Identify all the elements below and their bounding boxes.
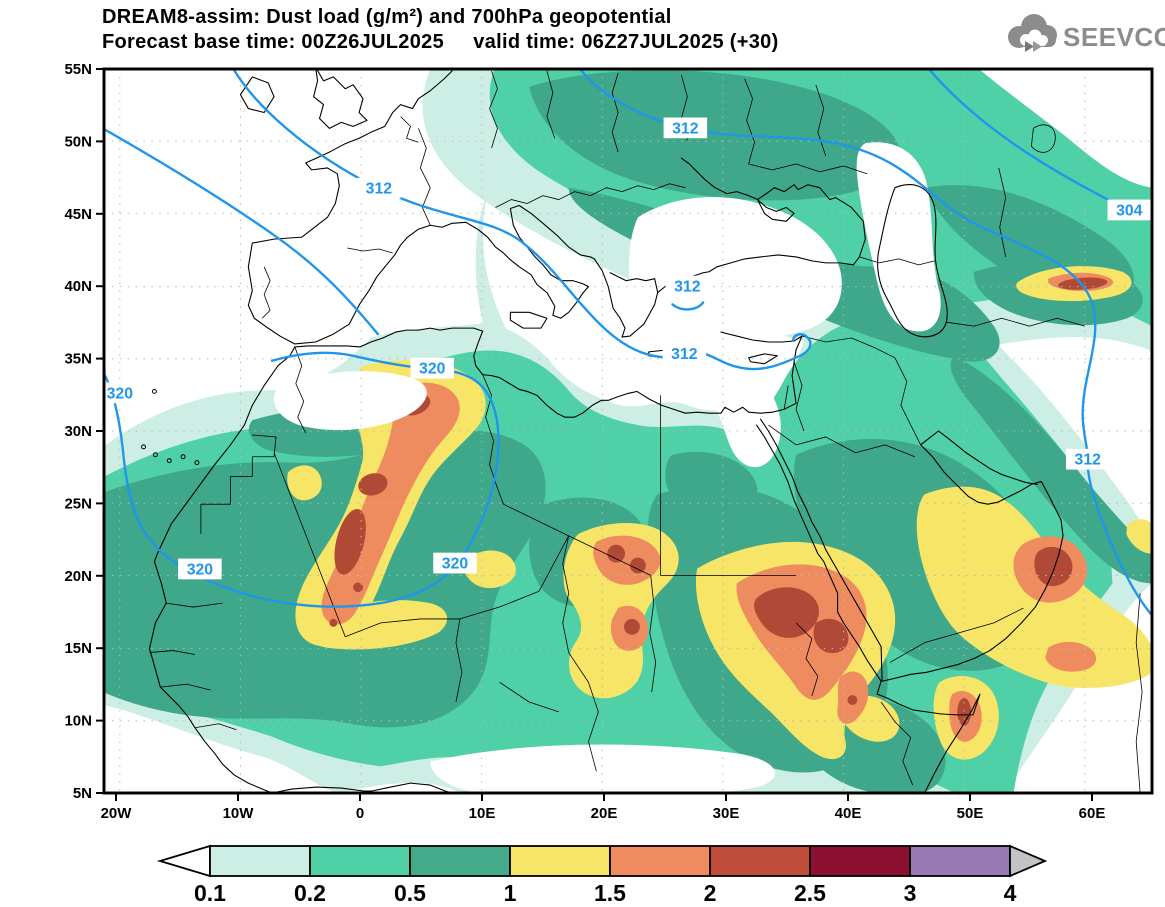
geopotential-label: 320 — [187, 561, 214, 578]
lat-tick-label: 35N — [64, 351, 92, 368]
colorbar-under-arrow — [156, 844, 211, 878]
seevccc-logo: SEEVCCC — [1008, 14, 1165, 52]
geopotential-label: 312 — [1075, 452, 1102, 469]
lat-tick-label: 5N — [73, 785, 92, 802]
lat-tick-label: 55N — [64, 61, 92, 78]
colorbar-tick-label: 0.1 — [194, 880, 226, 906]
lon-tick-label: 10W — [223, 805, 255, 822]
colorbar-segment — [509, 845, 611, 877]
colorbar-segment — [809, 845, 911, 877]
chart-title: DREAM8-assim: Dust load (g/m²) and 700hP… — [102, 6, 672, 28]
colorbar-tick-label: 2 — [704, 880, 717, 906]
lon-axis: 20W 10W 0 10E 20E 30E 40E 50E 60E — [101, 793, 1106, 822]
lon-tick-label: 30E — [713, 805, 740, 822]
geopotential-label: 312 — [366, 181, 393, 198]
geopotential-label: 304 — [1116, 202, 1143, 219]
colorbar-tick-label: 0.2 — [294, 880, 326, 906]
logo-text: SEEVCCC — [1063, 22, 1165, 52]
geopotential-label: 320 — [442, 555, 469, 572]
lon-tick-label: 60E — [1079, 805, 1106, 822]
geopotential-label: 312 — [674, 279, 701, 296]
colorbar-tick-label: 3 — [904, 880, 917, 906]
colorbar-segment — [709, 845, 811, 877]
lat-tick-label: 40N — [64, 278, 92, 295]
colorbar-segment — [609, 845, 711, 877]
cloud-icon — [1008, 14, 1057, 52]
lat-axis: 55N 50N 45N 40N 35N 30N 25N 20N 15N 10N … — [64, 61, 104, 802]
lat-tick-label: 10N — [64, 713, 92, 730]
chart-subtitle-forecast-times: Forecast base time: 00Z26JUL2025 valid t… — [102, 31, 779, 53]
lon-tick-label: 10E — [469, 805, 496, 822]
colorbar-tick-label: 4 — [1004, 880, 1017, 906]
lon-tick-label: 50E — [957, 805, 984, 822]
lon-tick-label: 0 — [356, 805, 364, 822]
colorbar-over-arrow — [1009, 844, 1048, 878]
lat-tick-label: 30N — [64, 423, 92, 440]
lat-tick-label: 25N — [64, 495, 92, 512]
colorbar-tick-label: 0.5 — [394, 880, 426, 906]
colorbar-segment — [909, 845, 1011, 877]
colorbar-segment — [409, 845, 511, 877]
geopotential-label: 312 — [671, 346, 698, 363]
colorbar-segment — [209, 845, 311, 877]
geopotential-label: 312 — [672, 120, 699, 137]
geopotential-label: 320 — [419, 361, 446, 378]
country-border-layer — [149, 70, 1143, 793]
dust-shading-layer — [104, 69, 1153, 793]
geopotential-label: 320 — [107, 385, 134, 402]
lon-tick-label: 40E — [835, 805, 862, 822]
coastline-layer — [141, 69, 1064, 793]
colorbar-segment — [309, 845, 411, 877]
lon-tick-label: 20E — [591, 805, 618, 822]
lat-tick-label: 20N — [64, 568, 92, 585]
lat-tick-label: 50N — [64, 133, 92, 150]
colorbar: 0.1 0.2 0.5 1 1.5 2 2.5 3 4 — [156, 844, 1048, 906]
lat-tick-label: 45N — [64, 206, 92, 223]
colorbar-tick-label: 1 — [504, 880, 517, 906]
contour-value-labels: 312 304 312 312 312 320 320 320 320 312 — [104, 117, 1152, 580]
lat-tick-label: 15N — [64, 640, 92, 657]
lon-tick-label: 20W — [101, 805, 133, 822]
colorbar-tick-label: 1.5 — [594, 880, 626, 906]
colorbar-tick-label: 2.5 — [794, 880, 826, 906]
